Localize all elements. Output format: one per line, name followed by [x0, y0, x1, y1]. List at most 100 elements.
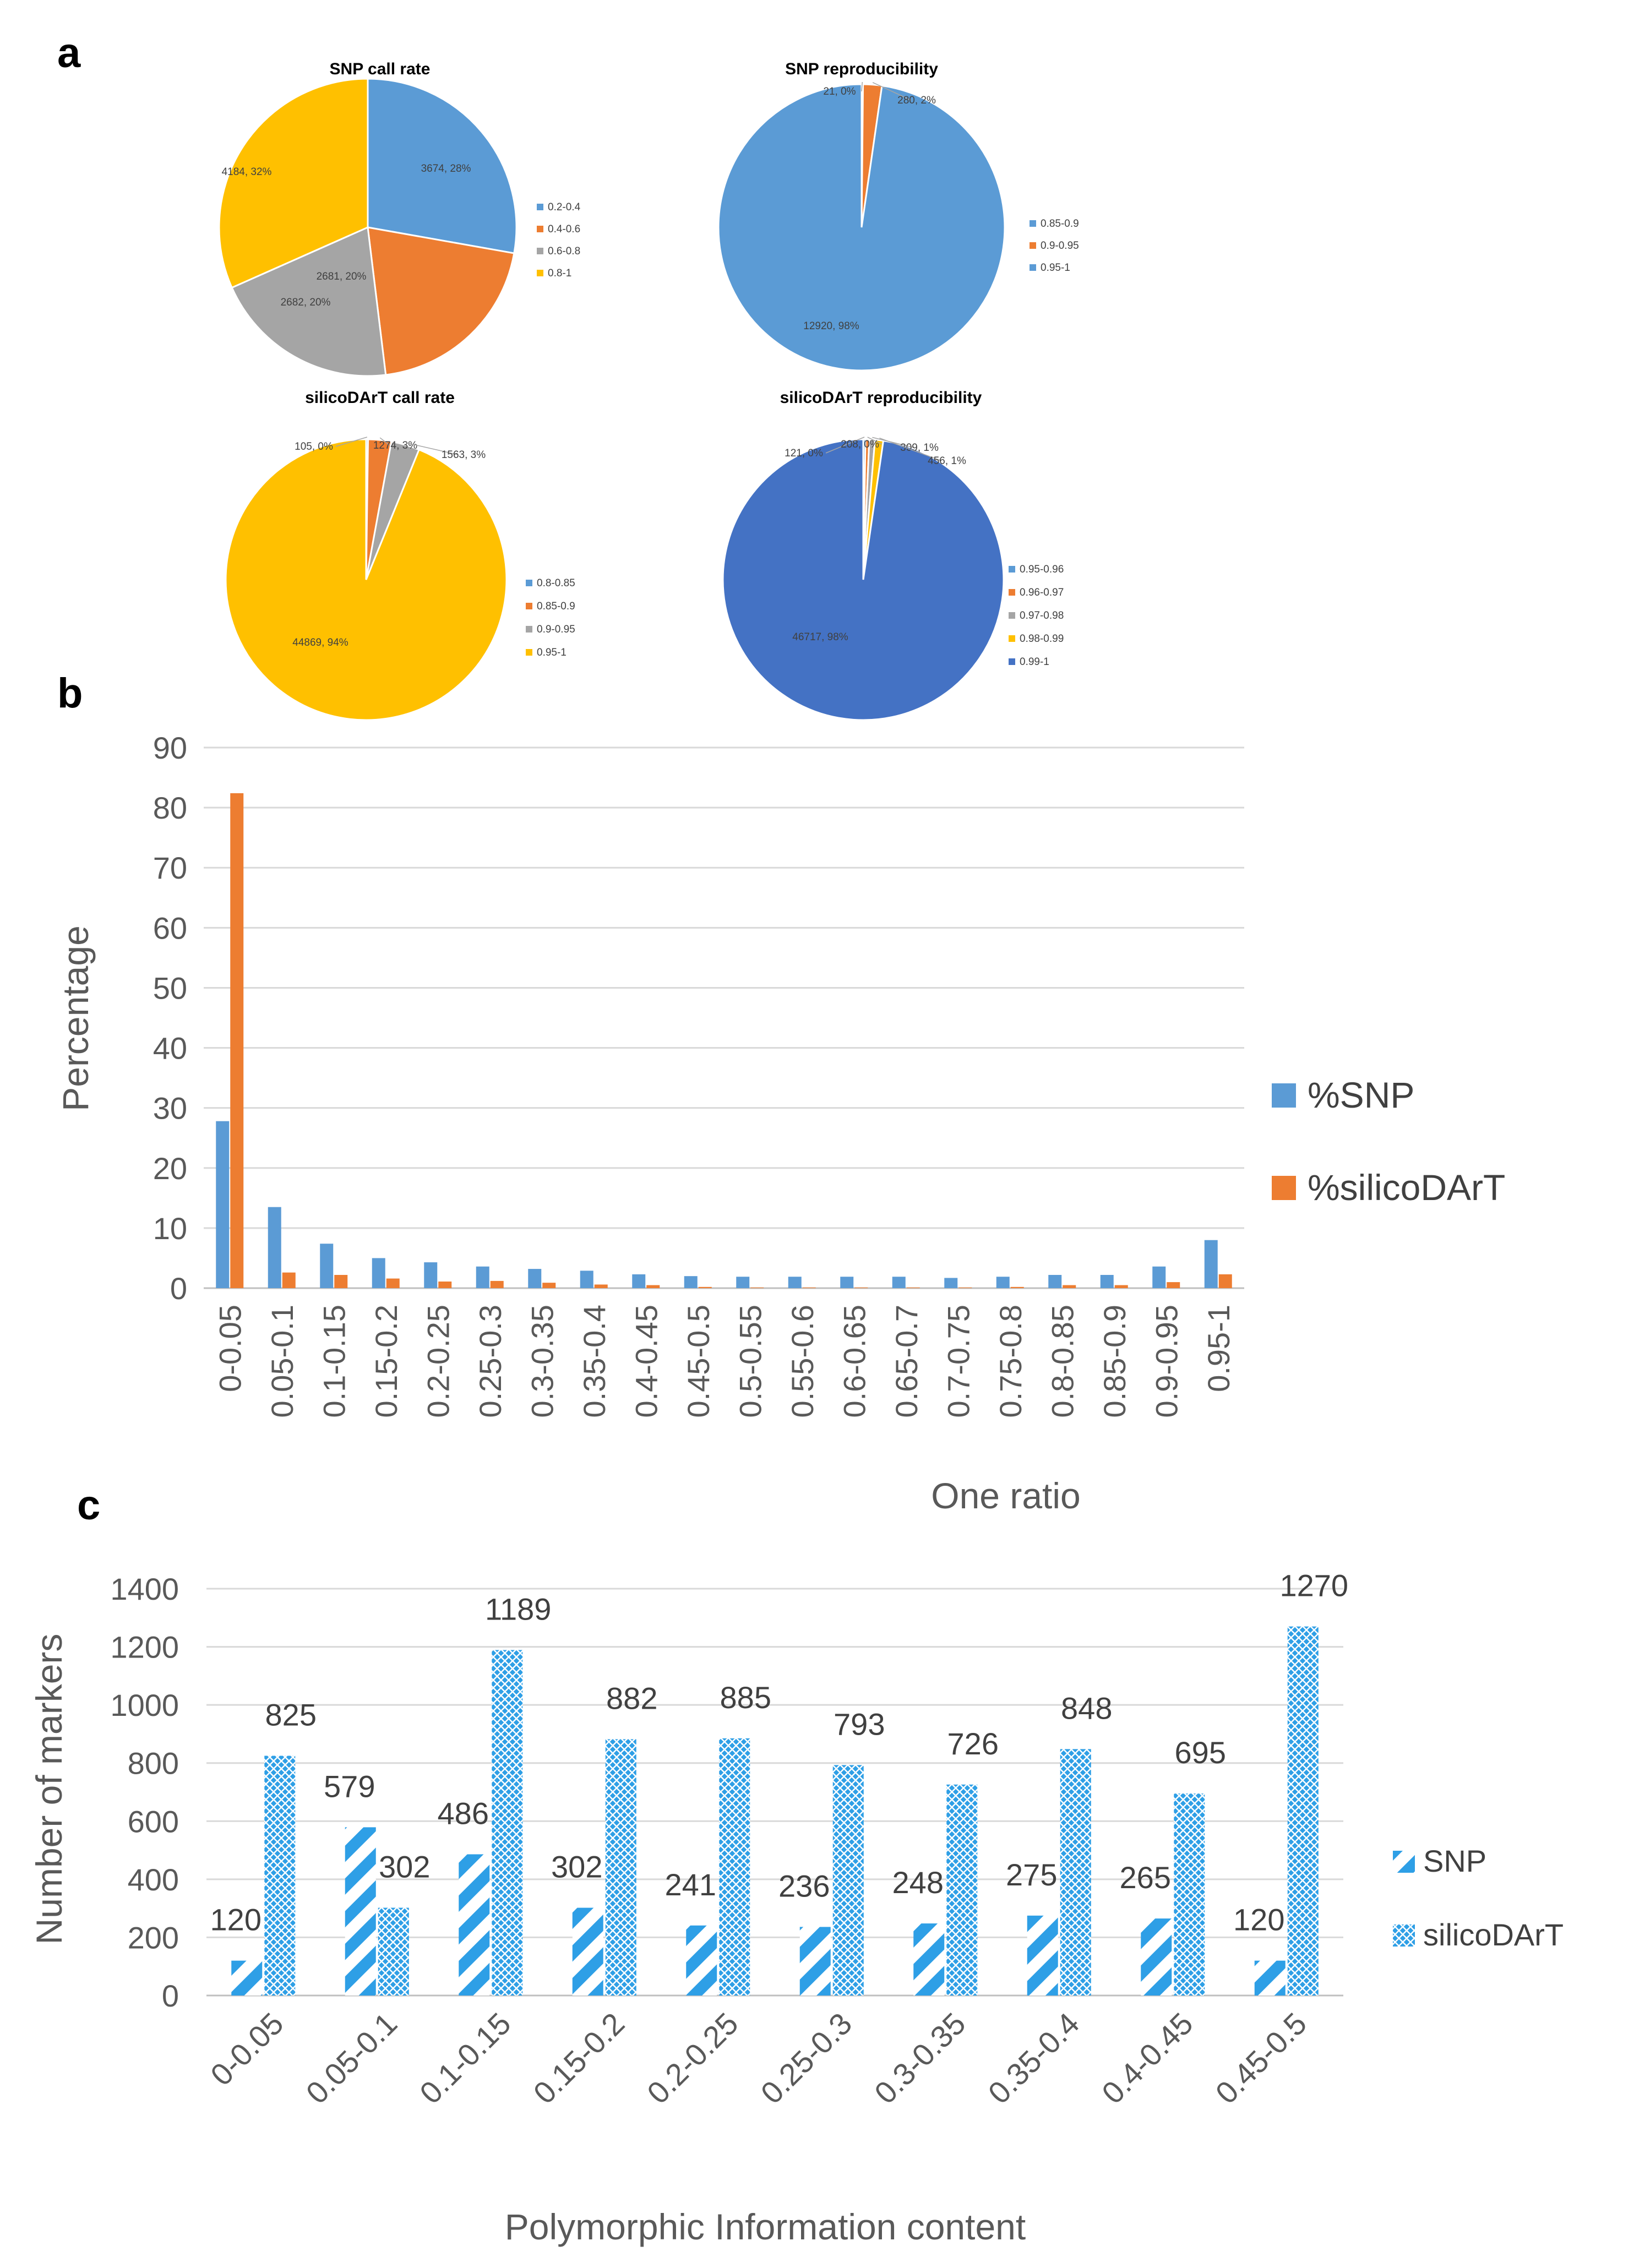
x-axis-title: One ratio	[931, 1475, 1080, 1516]
pie-data-label: 44869, 94%	[292, 637, 348, 648]
pie-title: SNP call rate	[330, 60, 431, 78]
legend-label-0-9-0-95: 0.9-0.95	[537, 624, 575, 635]
pie-data-label: 121, 0%	[785, 448, 823, 459]
legend-label-silicodart: %silicoDArT	[1308, 1167, 1505, 1208]
legend-swatch-0-96-0-97	[1009, 589, 1015, 596]
bar-snp-0-4-0-45	[1141, 1918, 1172, 1996]
y-tick-label: 90	[153, 730, 187, 765]
bar--snp-0-2-0-25	[424, 1262, 438, 1288]
x-tick-label: 0.65-0.7	[889, 1305, 924, 1418]
legend-label-0-95-0-96: 0.95-0.96	[1020, 564, 1064, 575]
legend-swatch-0-85-0-9	[526, 603, 532, 609]
legend-label-0-9-0-95: 0.9-0.95	[1041, 240, 1079, 252]
bar--snp-0-3-0-35	[528, 1269, 542, 1288]
pie-data-label: 2682, 20%	[281, 297, 331, 308]
bar--silicodart-0-2-0-25	[438, 1281, 452, 1288]
pie-data-label: 105, 0%	[295, 441, 333, 452]
x-tick-label: 0.55-0.6	[785, 1305, 820, 1418]
legend-swatch-snp	[1393, 1851, 1415, 1873]
x-tick-label: 0.1-0.15	[413, 2006, 518, 2111]
legend-label-0-95-1: 0.95-1	[537, 647, 567, 658]
y-tick-label: 80	[153, 790, 187, 825]
bar-snp-0-45-0-5	[1254, 1960, 1286, 1996]
x-tick-label: 0.2-0.25	[421, 1305, 455, 1418]
legend-swatch-0-98-0-99	[1009, 635, 1015, 642]
y-tick-label: 20	[153, 1151, 187, 1186]
legend-label-0-97-0-98: 0.97-0.98	[1020, 610, 1064, 621]
legend-swatch-silicodart	[1393, 1924, 1415, 1947]
panel-letter-a: a	[57, 30, 81, 77]
legend-label-0-96-0-97: 0.96-0.97	[1020, 587, 1064, 598]
pie-data-label: 21, 0%	[823, 86, 856, 97]
bar--snp-0-35-0-4	[580, 1271, 593, 1288]
y-tick-label: 70	[153, 850, 187, 885]
data-label-snp: 486	[438, 1796, 489, 1830]
x-tick-label: 0.2-0.25	[640, 2006, 745, 2111]
bar--silicodart-0-25-0-3	[490, 1280, 504, 1288]
bar-snp-0-05-0-1	[345, 1827, 376, 1996]
x-tick-label: 0-0.05	[213, 1305, 247, 1392]
data-label-silicodart: 726	[947, 1726, 999, 1761]
bar-snp-0-15-0-2	[572, 1907, 603, 1996]
bar--silicodart-0-8-0-85	[1063, 1285, 1076, 1288]
legend-swatch-0-8-0-85	[526, 580, 532, 586]
x-tick-label: 0.7-0.75	[941, 1305, 976, 1418]
bar-snp-0-1-0-15	[459, 1854, 490, 1996]
bar--silicodart-0-9-0-95	[1167, 1282, 1180, 1288]
pie-slice-0-95-1	[717, 83, 1006, 372]
bar--snp-0-9-0-95	[1152, 1266, 1166, 1288]
bar--snp-0-6-0-65	[840, 1277, 854, 1288]
pie-chart-silicodart-reproducibility: silicoDArT reproducibility 121, 0% 208, 0…	[722, 389, 1064, 721]
x-tick-label: 0.15-0.2	[369, 1305, 404, 1418]
data-label-snp: 120	[1233, 1902, 1284, 1937]
bar-silicodart-0-05-0-1	[378, 1907, 409, 1996]
x-tick-label: 0.1-0.15	[317, 1305, 351, 1418]
y-tick-label: 0	[170, 1271, 187, 1306]
legend-label-snp: SNP	[1423, 1844, 1486, 1878]
bar-silicodart-0-35-0-4	[1060, 1749, 1091, 1996]
bar--silicodart-0-35-0-4	[594, 1284, 608, 1288]
y-tick-label: 0	[162, 1978, 179, 2013]
x-tick-label: 0.05-0.1	[299, 2006, 404, 2111]
pie-data-label: 456, 1%	[928, 455, 966, 467]
data-label-silicodart: 848	[1061, 1691, 1112, 1725]
x-tick-label: 0.9-0.95	[1149, 1305, 1184, 1418]
legend: SNP silicoDArT	[1393, 1844, 1564, 1952]
legend-swatch-0-85-0-9	[1030, 220, 1036, 227]
y-tick-label: 1000	[110, 1688, 179, 1722]
x-tick-label: 0.45-0.5	[681, 1305, 716, 1418]
legend-swatch-0-9-0-95	[1030, 242, 1036, 249]
bar--silicodart-0-05-0-1	[282, 1272, 296, 1288]
pie-leader-line	[406, 442, 459, 455]
y-tick-label: 600	[128, 1804, 179, 1839]
bar--snp-0-95-1	[1204, 1240, 1218, 1288]
legend-label-0-2-0-4: 0.2-0.4	[548, 201, 581, 213]
pie-chart-snp-reproducibility: SNP reproducibility 21, 0% 280, 2% 12920, …	[717, 60, 1079, 372]
bar--silicodart-0-0-05	[230, 793, 244, 1288]
x-tick-label: 0.05-0.1	[265, 1305, 299, 1418]
pie-slice-0-8-1	[218, 78, 369, 289]
y-tick-label: 60	[153, 911, 187, 945]
bar-silicodart-0-2-0-25	[719, 1738, 750, 1996]
legend-swatch-0-95-1	[1030, 264, 1036, 271]
bar-silicodart-0-45-0-5	[1287, 1626, 1319, 1996]
x-tick-label: 0.35-0.4	[981, 2006, 1086, 2111]
x-tick-label: 0.4-0.45	[629, 1305, 663, 1418]
bar-chart-one-ratio: 0 10 20 30 40 50 60 70 80 90 0-0.05 0.05-0.1 0.1-0.…	[55, 730, 1505, 1516]
data-label-snp: 302	[551, 1850, 602, 1884]
y-tick-label: 800	[128, 1746, 179, 1781]
data-label-snp: 241	[665, 1867, 716, 1902]
data-label-snp: 248	[892, 1865, 944, 1900]
y-tick-label: 1200	[110, 1630, 179, 1665]
legend-label-0-85-0-9: 0.85-0.9	[1041, 218, 1079, 230]
bar-snp-0-25-0-3	[799, 1927, 831, 1996]
legend-swatch-silicodart	[1272, 1176, 1296, 1200]
legend-swatch-0-95-0-96	[1009, 566, 1015, 573]
x-tick-label: 0.45-0.5	[1208, 2006, 1313, 2111]
y-tick-label: 1400	[110, 1572, 179, 1606]
x-tick-label: 0.4-0.45	[1095, 2006, 1200, 2111]
x-tick-label: 0.95-1	[1201, 1305, 1236, 1392]
bar--snp-0-45-0-5	[684, 1276, 698, 1288]
y-tick-label: 10	[153, 1211, 187, 1246]
